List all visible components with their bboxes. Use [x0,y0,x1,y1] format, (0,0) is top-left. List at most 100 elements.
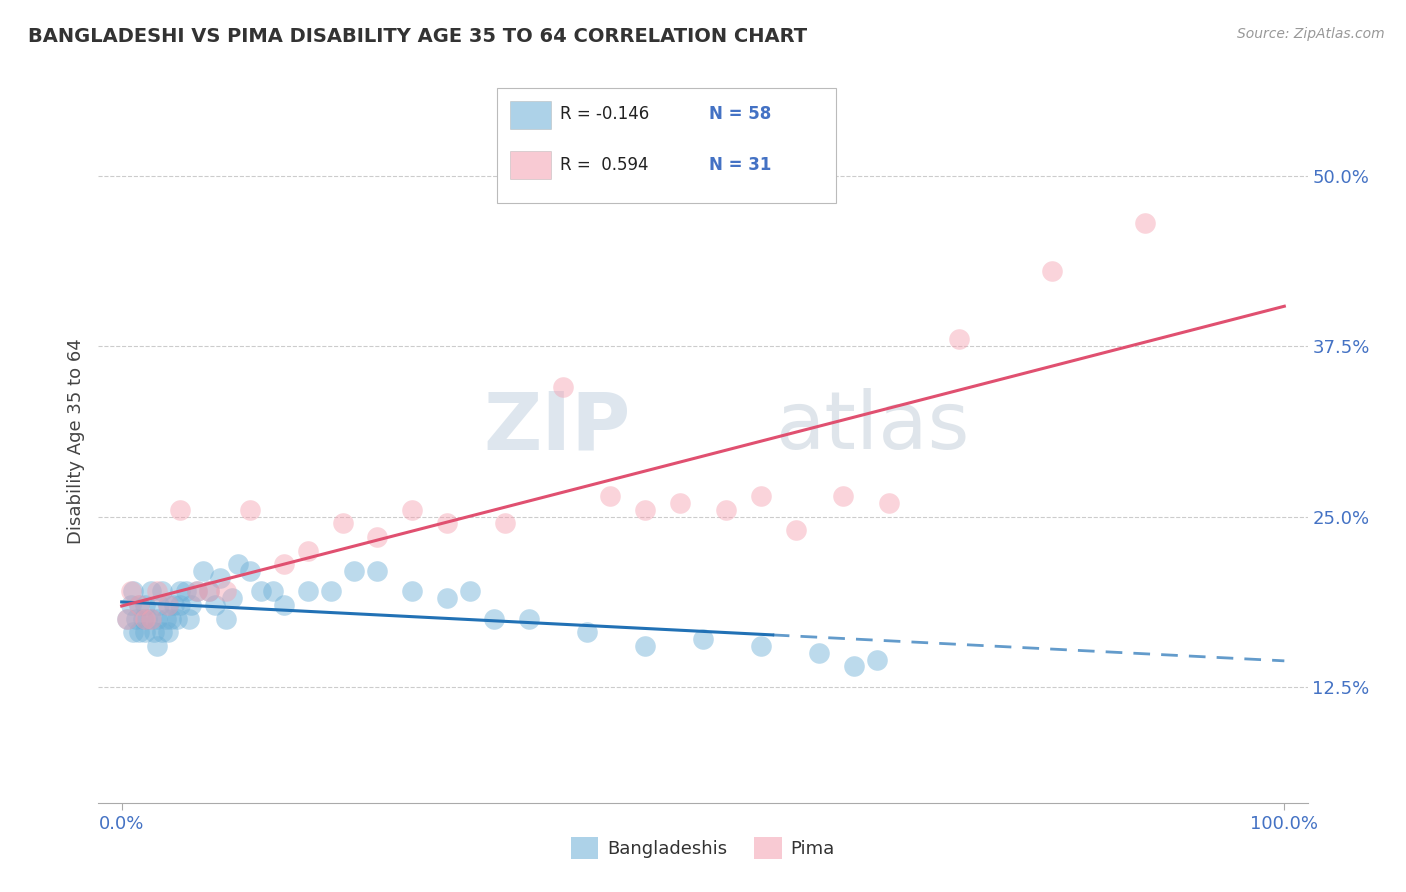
Point [122,625,145,640]
Point [831,489,853,503]
Point [1133,216,1156,230]
Point [692,632,714,647]
Point [157,625,180,640]
Point [866,653,889,667]
Point [159,612,181,626]
Point [120,584,142,599]
Point [332,516,354,531]
Point [198,584,221,599]
Point [157,598,180,612]
Point [134,612,156,626]
Text: BANGLADESHI VS PIMA DISABILITY AGE 35 TO 64 CORRELATION CHART: BANGLADESHI VS PIMA DISABILITY AGE 35 TO… [28,27,807,45]
Point [749,489,772,503]
Point [204,598,226,612]
Text: N = 58: N = 58 [709,105,772,123]
Point [482,612,505,626]
Point [844,659,866,673]
Point [343,564,366,578]
Point [436,516,458,531]
Point [401,584,423,599]
Text: Source: ZipAtlas.com: Source: ZipAtlas.com [1237,27,1385,41]
Point [749,639,772,653]
Point [366,530,388,544]
Point [191,564,214,578]
Point [166,612,188,626]
Point [877,496,900,510]
Point [250,584,273,599]
Point [134,598,156,612]
Legend: Bangladeshis, Pima: Bangladeshis, Pima [564,830,842,866]
Point [150,584,173,599]
Point [239,564,262,578]
Point [517,612,540,626]
Text: N = 31: N = 31 [709,156,772,174]
Point [128,625,150,640]
Point [145,612,167,626]
FancyBboxPatch shape [509,101,551,128]
Point [128,598,150,612]
Point [169,598,191,612]
FancyBboxPatch shape [498,87,837,203]
Point [124,612,146,626]
Point [157,598,180,612]
Point [186,584,208,599]
Point [297,543,319,558]
Point [239,502,262,516]
Point [226,558,249,572]
Point [215,612,238,626]
Point [209,571,232,585]
FancyBboxPatch shape [509,151,551,179]
Point [169,584,191,599]
Point [553,380,575,394]
Point [494,516,516,531]
Point [179,612,201,626]
Point [120,598,142,612]
Point [716,502,738,516]
Point [1040,264,1063,278]
Point [785,523,807,537]
Point [948,332,970,346]
Point [401,502,423,516]
Point [198,584,221,599]
Point [163,598,186,612]
Point [148,598,170,612]
Point [155,612,177,626]
Point [634,639,657,653]
Point [215,584,238,599]
Point [139,612,162,626]
Point [436,591,458,606]
Point [319,584,342,599]
Text: ZIP: ZIP [484,388,630,467]
Point [117,612,139,626]
Point [460,584,482,599]
Point [136,612,159,626]
Point [634,502,657,516]
Point [186,584,208,599]
Point [668,496,690,510]
Point [139,584,162,599]
Point [117,612,139,626]
Point [150,625,173,640]
Point [128,598,150,612]
Text: R = -0.146: R = -0.146 [561,105,650,123]
Point [169,502,191,516]
Point [139,612,162,626]
Point [143,625,166,640]
Point [180,598,202,612]
Point [174,584,197,599]
Point [145,584,167,599]
Point [145,639,167,653]
Point [599,489,621,503]
Point [273,558,295,572]
Point [575,625,598,640]
Point [221,591,243,606]
Y-axis label: Disability Age 35 to 64: Disability Age 35 to 64 [66,339,84,544]
Point [366,564,388,578]
Point [262,584,284,599]
Point [122,584,145,599]
Point [297,584,319,599]
Text: R =  0.594: R = 0.594 [561,156,648,174]
Point [134,625,156,640]
Text: atlas: atlas [776,388,970,467]
Point [273,598,295,612]
